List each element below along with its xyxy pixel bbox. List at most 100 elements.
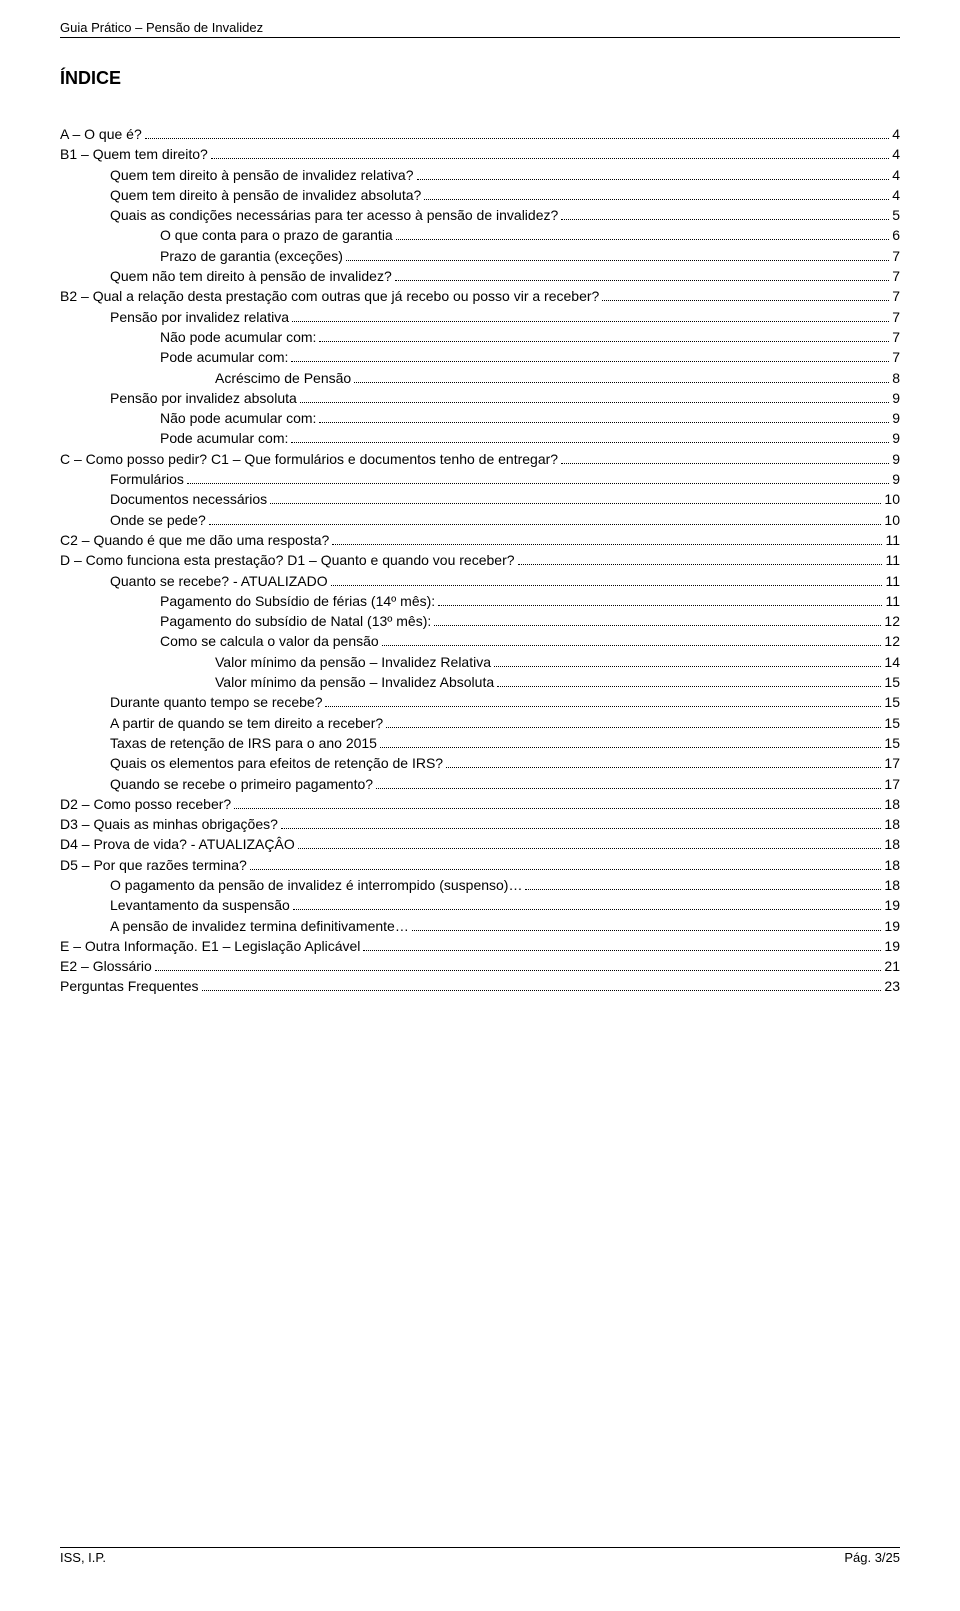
toc-entry-page: 9 [892,469,900,489]
toc-entry-text: Quando se recebe o primeiro pagamento? [110,774,373,794]
toc-entry: A pensão de invalidez termina definitiva… [60,916,900,936]
toc-entry-text: Como se calcula o valor da pensão [160,631,379,651]
toc-entry: C2 – Quando é que me dão uma resposta?11 [60,530,900,550]
toc-entry-text: Pode acumular com: [160,347,288,367]
toc-entry-text: Quem tem direito à pensão de invalidez a… [110,185,421,205]
toc-leader-dots [298,848,882,849]
toc-entry: Onde se pede?10 [60,510,900,530]
toc-leader-dots [292,321,889,322]
toc-entry-text: C2 – Quando é que me dão uma resposta? [60,530,329,550]
toc-entry-text: Quem tem direito à pensão de invalidez r… [110,165,414,185]
toc-entry: Perguntas Frequentes23 [60,976,900,996]
toc-entry-page: 18 [884,834,900,854]
toc-entry-page: 8 [892,368,900,388]
toc-entry-page: 4 [892,165,900,185]
toc-leader-dots [434,625,881,626]
toc-entry-text: Quanto se recebe? - ATUALIZADO [110,571,328,591]
toc-entry-text: D5 – Por que razões termina? [60,855,247,875]
toc-entry: A – O que é?4 [60,124,900,144]
toc-leader-dots [395,280,889,281]
toc-leader-dots [602,300,889,301]
toc-entry-page: 15 [884,692,900,712]
index-title: ÍNDICE [60,68,900,89]
toc-entry-page: 18 [884,855,900,875]
toc-entry-text: Pensão por invalidez relativa [110,307,289,327]
toc-leader-dots [386,727,881,728]
toc-leader-dots [145,138,889,139]
toc-entry-page: 19 [884,895,900,915]
toc-entry: Prazo de garantia (exceções)7 [60,246,900,266]
toc-entry-page: 4 [892,144,900,164]
toc-entry-text: A partir de quando se tem direito a rece… [110,713,383,733]
toc-entry-text: Pagamento do subsídio de Natal (13º mês)… [160,611,431,631]
toc-entry: Quem tem direito à pensão de invalidez r… [60,165,900,185]
toc-entry-page: 12 [884,611,900,631]
toc-leader-dots [319,341,889,342]
toc-entry-page: 15 [884,733,900,753]
toc-entry: Quais os elementos para efeitos de reten… [60,753,900,773]
toc-entry: Quais as condições necessárias para ter … [60,205,900,225]
toc-leader-dots [331,585,883,586]
toc-leader-dots [417,179,890,180]
toc-entry-text: Pode acumular com: [160,428,288,448]
toc-entry-text: B2 – Qual a relação desta prestação com … [60,286,599,306]
toc-entry-text: D4 – Prova de vida? - ATUALIZAÇÂO [60,834,295,854]
toc-leader-dots [424,199,889,200]
toc-entry: D5 – Por que razões termina? 18 [60,855,900,875]
toc-entry: C – Como posso pedir? C1 – Que formulári… [60,449,900,469]
toc-entry-text: Perguntas Frequentes [60,976,199,996]
page-header: Guia Prático – Pensão de Invalidez [60,20,900,38]
toc-leader-dots [319,422,889,423]
toc-entry: Quem não tem direito à pensão de invalid… [60,266,900,286]
toc-entry-text: Documentos necessários [110,489,267,509]
toc-entry-text: Acréscimo de Pensão [215,368,351,388]
toc-entry-text: D2 – Como posso receber? [60,794,231,814]
toc-entry-page: 7 [892,246,900,266]
toc-entry: Levantamento da suspensão19 [60,895,900,915]
toc-leader-dots [561,219,889,220]
toc-entry: D4 – Prova de vida? - ATUALIZAÇÂO 18 [60,834,900,854]
toc-entry-page: 17 [884,753,900,773]
toc-entry-page: 12 [884,631,900,651]
toc-leader-dots [270,503,881,504]
toc-entry-text: Valor mínimo da pensão – Invalidez Relat… [215,652,491,672]
toc-leader-dots [346,260,889,261]
toc-entry: B1 – Quem tem direito?4 [60,144,900,164]
toc-entry-text: E – Outra Informação. E1 – Legislação Ap… [60,936,360,956]
toc-entry-page: 17 [884,774,900,794]
document-page: Guia Prático – Pensão de Invalidez ÍNDIC… [0,0,960,1585]
toc-entry: Pensão por invalidez relativa7 [60,307,900,327]
toc-entry-page: 18 [884,814,900,834]
toc-leader-dots [187,483,889,484]
toc-entry-text: Quais as condições necessárias para ter … [110,205,558,225]
toc-entry-text: Não pode acumular com: [160,327,316,347]
toc-entry-text: Formulários [110,469,184,489]
toc-entry: Quem tem direito à pensão de invalidez a… [60,185,900,205]
toc-entry-page: 11 [885,591,900,611]
toc-entry: Pagamento do Subsídio de férias (14º mês… [60,591,900,611]
toc-entry: D2 – Como posso receber?18 [60,794,900,814]
toc-entry-text: Onde se pede? [110,510,206,530]
toc-entry-page: 6 [892,225,900,245]
toc-leader-dots [494,666,881,667]
toc-entry-page: 7 [892,347,900,367]
toc-entry: Pensão por invalidez absoluta9 [60,388,900,408]
toc-leader-dots [155,970,882,971]
toc-entry-page: 14 [884,652,900,672]
toc-entry: Não pode acumular com: 7 [60,327,900,347]
toc-leader-dots [211,158,889,159]
footer-page-number: Pág. 3/25 [844,1550,900,1565]
toc-entry-text: D – Como funciona esta prestação? D1 – Q… [60,550,515,570]
toc-entry-page: 9 [892,428,900,448]
toc-entry-text: C – Como posso pedir? C1 – Que formulári… [60,449,558,469]
toc-leader-dots [525,889,881,890]
toc-entry-page: 9 [892,449,900,469]
table-of-contents: A – O que é?4B1 – Quem tem direito?4Quem… [60,124,900,997]
toc-entry-page: 7 [892,327,900,347]
toc-entry-page: 9 [892,388,900,408]
toc-entry-page: 9 [892,408,900,428]
toc-leader-dots [325,706,881,707]
toc-entry-page: 11 [885,550,900,570]
toc-leader-dots [438,605,882,606]
toc-entry: D – Como funciona esta prestação? D1 – Q… [60,550,900,570]
